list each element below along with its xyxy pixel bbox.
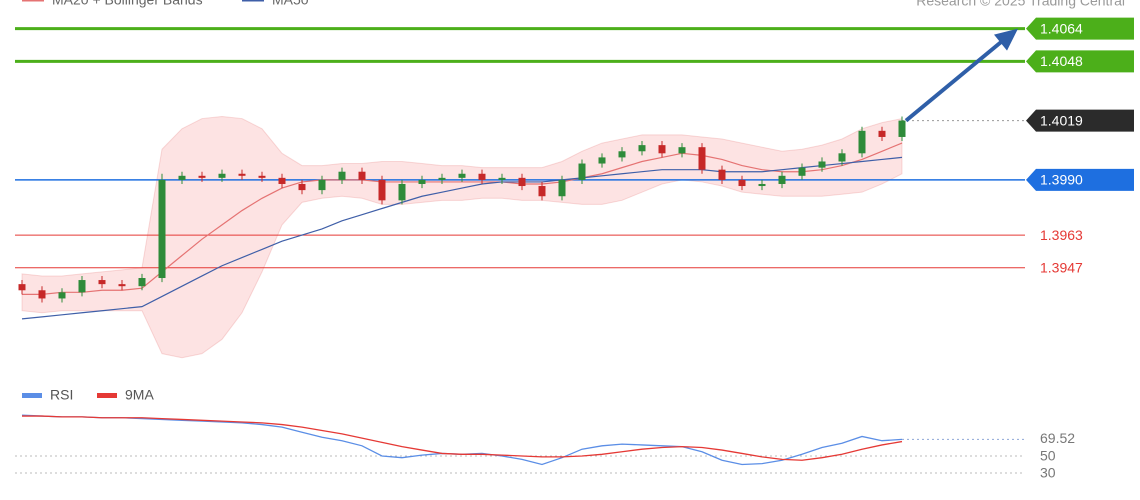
legend-label: MA50	[272, 0, 309, 8]
level-label: 1.3947	[1040, 259, 1083, 275]
candle-body	[98, 280, 106, 285]
arrow-head	[994, 28, 1018, 51]
candle-body	[618, 151, 626, 158]
candle-body	[238, 173, 246, 176]
candle-body	[478, 173, 486, 180]
candle-body	[598, 157, 606, 164]
candle-body	[38, 290, 46, 299]
y-tick-label: 50	[1040, 448, 1056, 464]
legend-label: RSI	[50, 387, 73, 403]
moving-average	[22, 142, 903, 295]
indicator-line	[22, 415, 903, 461]
candle-body	[318, 179, 326, 191]
level-label: 1.3963	[1040, 227, 1083, 243]
candle-body	[58, 292, 66, 299]
candle-body	[78, 280, 86, 293]
candle-body	[378, 179, 386, 201]
candle-body	[698, 147, 706, 170]
level-box	[1026, 168, 1134, 191]
level-box	[1026, 50, 1134, 73]
candle-body	[358, 171, 366, 180]
candle-body	[158, 179, 166, 279]
candle-body	[678, 147, 686, 154]
legend-label: 9MA	[125, 387, 154, 403]
candle-body	[878, 130, 886, 137]
level-label: 1.4048	[1040, 53, 1083, 69]
candle-body	[818, 161, 826, 168]
candle-body	[558, 179, 566, 197]
legend-swatch	[22, 393, 42, 398]
candle-body	[778, 175, 786, 184]
candle-body	[738, 179, 746, 187]
candle-body	[218, 173, 226, 178]
candle-body	[658, 145, 666, 154]
y-tick-label: 30	[1040, 465, 1056, 481]
candle-body	[298, 183, 306, 191]
candle-body	[278, 177, 286, 184]
level-box	[1026, 17, 1134, 40]
candle-body	[758, 183, 766, 187]
last-value-label: 69.52	[1040, 430, 1075, 446]
candle-body	[518, 177, 526, 187]
candle-body	[498, 177, 506, 180]
candle-body	[198, 175, 206, 178]
legend-swatch	[97, 393, 117, 398]
candle-body	[858, 130, 866, 154]
candle-body	[18, 284, 26, 291]
candle-body	[258, 175, 266, 178]
level-label: 1.4019	[1040, 112, 1083, 128]
level-box	[1026, 109, 1134, 132]
source: Research © 2025 Trading Central	[916, 0, 1125, 9]
candle-body	[538, 186, 546, 197]
level-label: 1.3990	[1040, 172, 1083, 188]
candle-body	[718, 169, 726, 180]
candle-body	[118, 284, 126, 287]
candle-body	[398, 183, 406, 201]
level-label: 1.4064	[1040, 20, 1083, 36]
candle-body	[838, 153, 846, 162]
moving-average	[21, 156, 903, 320]
projection-arrow	[904, 38, 1006, 123]
candle-body	[178, 175, 186, 180]
candle-body	[578, 163, 586, 180]
candle-body	[638, 145, 646, 152]
candle-body	[138, 278, 146, 287]
candle-body	[898, 120, 906, 137]
candle-body	[338, 171, 346, 180]
candle-body	[438, 177, 446, 180]
candle-body	[458, 173, 466, 178]
candle-body	[418, 179, 426, 184]
candle-body	[798, 167, 806, 176]
legend-label: MA20 + Bollinger Bands	[52, 0, 203, 8]
